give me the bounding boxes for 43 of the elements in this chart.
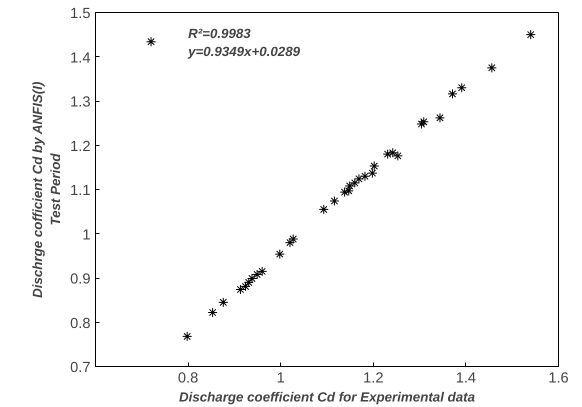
point (486, 62, 497, 73)
point (340, 187, 350, 198)
y-axis-title: Dischrge cofficient Cd by ANFIS(I) Test Period (30, 81, 64, 298)
y-tick-label: 1.2 (70, 138, 90, 155)
point (246, 273, 257, 284)
x-tick-label: 1.2 (363, 370, 384, 386)
annotation: R²=0.9983 (188, 26, 252, 42)
point (284, 238, 295, 248)
point (218, 297, 228, 308)
point (418, 116, 429, 127)
point (329, 196, 340, 206)
point (318, 204, 329, 214)
point (274, 249, 285, 260)
point (354, 174, 364, 184)
point (447, 88, 458, 99)
y-tick-label: 1 (82, 227, 91, 244)
point (416, 119, 426, 130)
point (344, 186, 354, 196)
point (526, 30, 536, 40)
point (360, 171, 370, 182)
y-tick-label: 1.3 (70, 94, 90, 110)
point (146, 36, 156, 47)
point (182, 331, 192, 342)
y-tick-label: 1.4 (70, 50, 90, 66)
x-tick-label: 1.6 (548, 370, 569, 386)
point (288, 234, 298, 244)
x-tick-label: 0.8 (178, 370, 198, 386)
y-tick-label: 0.7 (70, 360, 90, 376)
point (208, 308, 218, 318)
x-tick-label: 1 (276, 370, 285, 386)
x-tick-label: 1.4 (456, 370, 476, 386)
y-tick-label: 0.8 (70, 316, 90, 332)
point (244, 277, 254, 288)
y-tick-label: 1.5 (70, 6, 90, 22)
x-axis-title: Discharge coefficient Cd for Experimental data (178, 390, 476, 404)
point (392, 150, 403, 161)
annotation: y=0.9349x+0.0289 (187, 44, 301, 59)
point (369, 161, 380, 172)
point (456, 82, 467, 93)
y-tick-label: 0.9 (70, 272, 90, 288)
point (367, 168, 378, 178)
point (434, 112, 445, 123)
y-tick-label: 1.1 (70, 183, 90, 199)
